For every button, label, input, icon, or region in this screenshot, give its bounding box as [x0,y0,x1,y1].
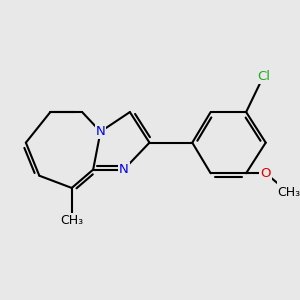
Text: N: N [96,125,105,138]
Text: CH₃: CH₃ [60,214,83,227]
Text: O: O [260,167,271,180]
Text: N: N [119,163,129,176]
Text: CH₃: CH₃ [278,186,300,199]
Text: Cl: Cl [257,70,270,83]
